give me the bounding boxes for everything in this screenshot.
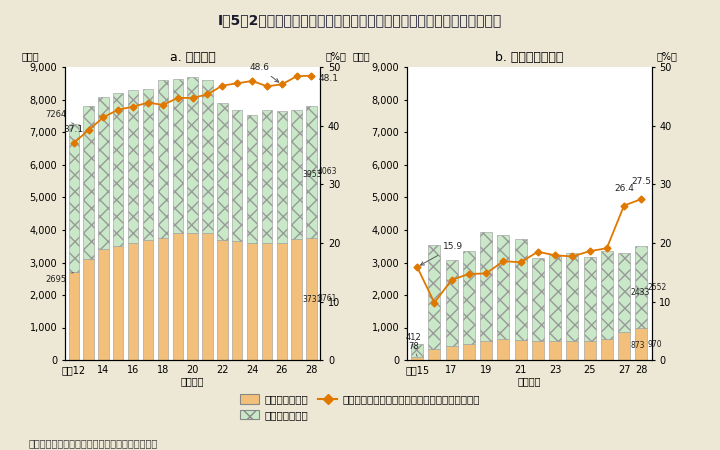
- Bar: [84, 107, 94, 259]
- Bar: [618, 252, 630, 332]
- Bar: [515, 340, 526, 360]
- Bar: [232, 241, 243, 360]
- Text: 3953: 3953: [302, 170, 322, 179]
- Bar: [600, 339, 613, 360]
- Bar: [618, 332, 630, 360]
- Bar: [566, 341, 578, 360]
- Text: 27.5: 27.5: [631, 177, 652, 186]
- Legend: 社会人女子学生, 社会人男子学生, 社会人入学者に占める女子学生の割合（右目盛）: 社会人女子学生, 社会人男子学生, 社会人入学者に占める女子学生の割合（右目盛）: [236, 390, 484, 424]
- Bar: [635, 246, 647, 328]
- Bar: [515, 239, 526, 340]
- Bar: [549, 341, 561, 360]
- Text: 15.9: 15.9: [420, 243, 463, 265]
- Bar: [292, 239, 302, 360]
- Text: 2433: 2433: [631, 288, 650, 297]
- Text: 48.1: 48.1: [319, 74, 339, 83]
- Bar: [98, 249, 109, 360]
- Text: 48.6: 48.6: [249, 63, 279, 82]
- Bar: [68, 124, 79, 272]
- Bar: [635, 328, 647, 360]
- Text: 2552: 2552: [648, 283, 667, 292]
- Bar: [428, 245, 441, 349]
- Bar: [113, 246, 124, 360]
- Bar: [583, 341, 595, 360]
- Bar: [187, 77, 198, 233]
- Bar: [217, 240, 228, 360]
- Bar: [232, 110, 243, 241]
- Bar: [463, 344, 475, 360]
- Bar: [217, 103, 228, 240]
- Bar: [202, 81, 212, 233]
- Bar: [480, 341, 492, 360]
- Text: 4063: 4063: [317, 167, 337, 176]
- Text: 26.4: 26.4: [614, 184, 634, 193]
- Text: 873: 873: [631, 341, 645, 350]
- Text: I－5－2図　社会人大学院入学者数（男女別）及び女子学生の割合の推移: I－5－2図 社会人大学院入学者数（男女別）及び女子学生の割合の推移: [218, 13, 502, 27]
- Text: （%）: （%）: [657, 51, 678, 61]
- Text: 970: 970: [648, 340, 662, 349]
- Bar: [532, 341, 544, 360]
- Text: （備考）文部科学省「学校基本調査」より作成。: （備考）文部科学省「学校基本調査」より作成。: [29, 438, 158, 448]
- Text: （%）: （%）: [325, 51, 346, 61]
- Bar: [84, 259, 94, 360]
- Bar: [261, 243, 272, 360]
- Bar: [276, 111, 287, 243]
- Text: 412: 412: [406, 333, 422, 342]
- Text: 7264: 7264: [45, 110, 73, 124]
- Bar: [247, 115, 257, 243]
- Bar: [247, 243, 257, 360]
- Bar: [446, 260, 458, 346]
- Bar: [173, 79, 183, 233]
- Text: （人）: （人）: [22, 51, 39, 61]
- Bar: [566, 253, 578, 341]
- Bar: [532, 258, 544, 341]
- Bar: [583, 257, 595, 341]
- Text: 2695: 2695: [45, 272, 73, 284]
- Bar: [68, 272, 79, 360]
- Bar: [498, 339, 509, 360]
- Text: 3761: 3761: [317, 294, 336, 303]
- Bar: [113, 94, 124, 246]
- Bar: [261, 110, 272, 243]
- Bar: [498, 235, 509, 339]
- Title: b. 専門職学位課程: b. 専門職学位課程: [495, 50, 563, 63]
- Bar: [446, 346, 458, 360]
- Bar: [187, 233, 198, 360]
- Bar: [143, 240, 153, 360]
- Bar: [306, 106, 317, 238]
- Bar: [480, 232, 492, 341]
- Bar: [411, 344, 423, 357]
- Bar: [128, 90, 138, 243]
- Bar: [600, 252, 613, 339]
- X-axis label: （年度）: （年度）: [181, 376, 204, 386]
- X-axis label: （年度）: （年度）: [518, 376, 541, 386]
- Bar: [292, 110, 302, 239]
- Text: 3731: 3731: [302, 295, 322, 304]
- Bar: [306, 238, 317, 360]
- Bar: [173, 233, 183, 360]
- Text: 78: 78: [408, 342, 419, 356]
- Bar: [411, 357, 423, 360]
- Bar: [158, 81, 168, 238]
- Text: （人）: （人）: [353, 51, 371, 61]
- Bar: [428, 349, 441, 360]
- Bar: [143, 89, 153, 240]
- Bar: [128, 243, 138, 360]
- Bar: [202, 233, 212, 360]
- Bar: [158, 238, 168, 360]
- Text: 37.1: 37.1: [63, 126, 84, 135]
- Bar: [98, 97, 109, 249]
- Bar: [463, 252, 475, 344]
- Bar: [276, 243, 287, 360]
- Bar: [549, 255, 561, 341]
- Title: a. 修士課程: a. 修士課程: [170, 50, 215, 63]
